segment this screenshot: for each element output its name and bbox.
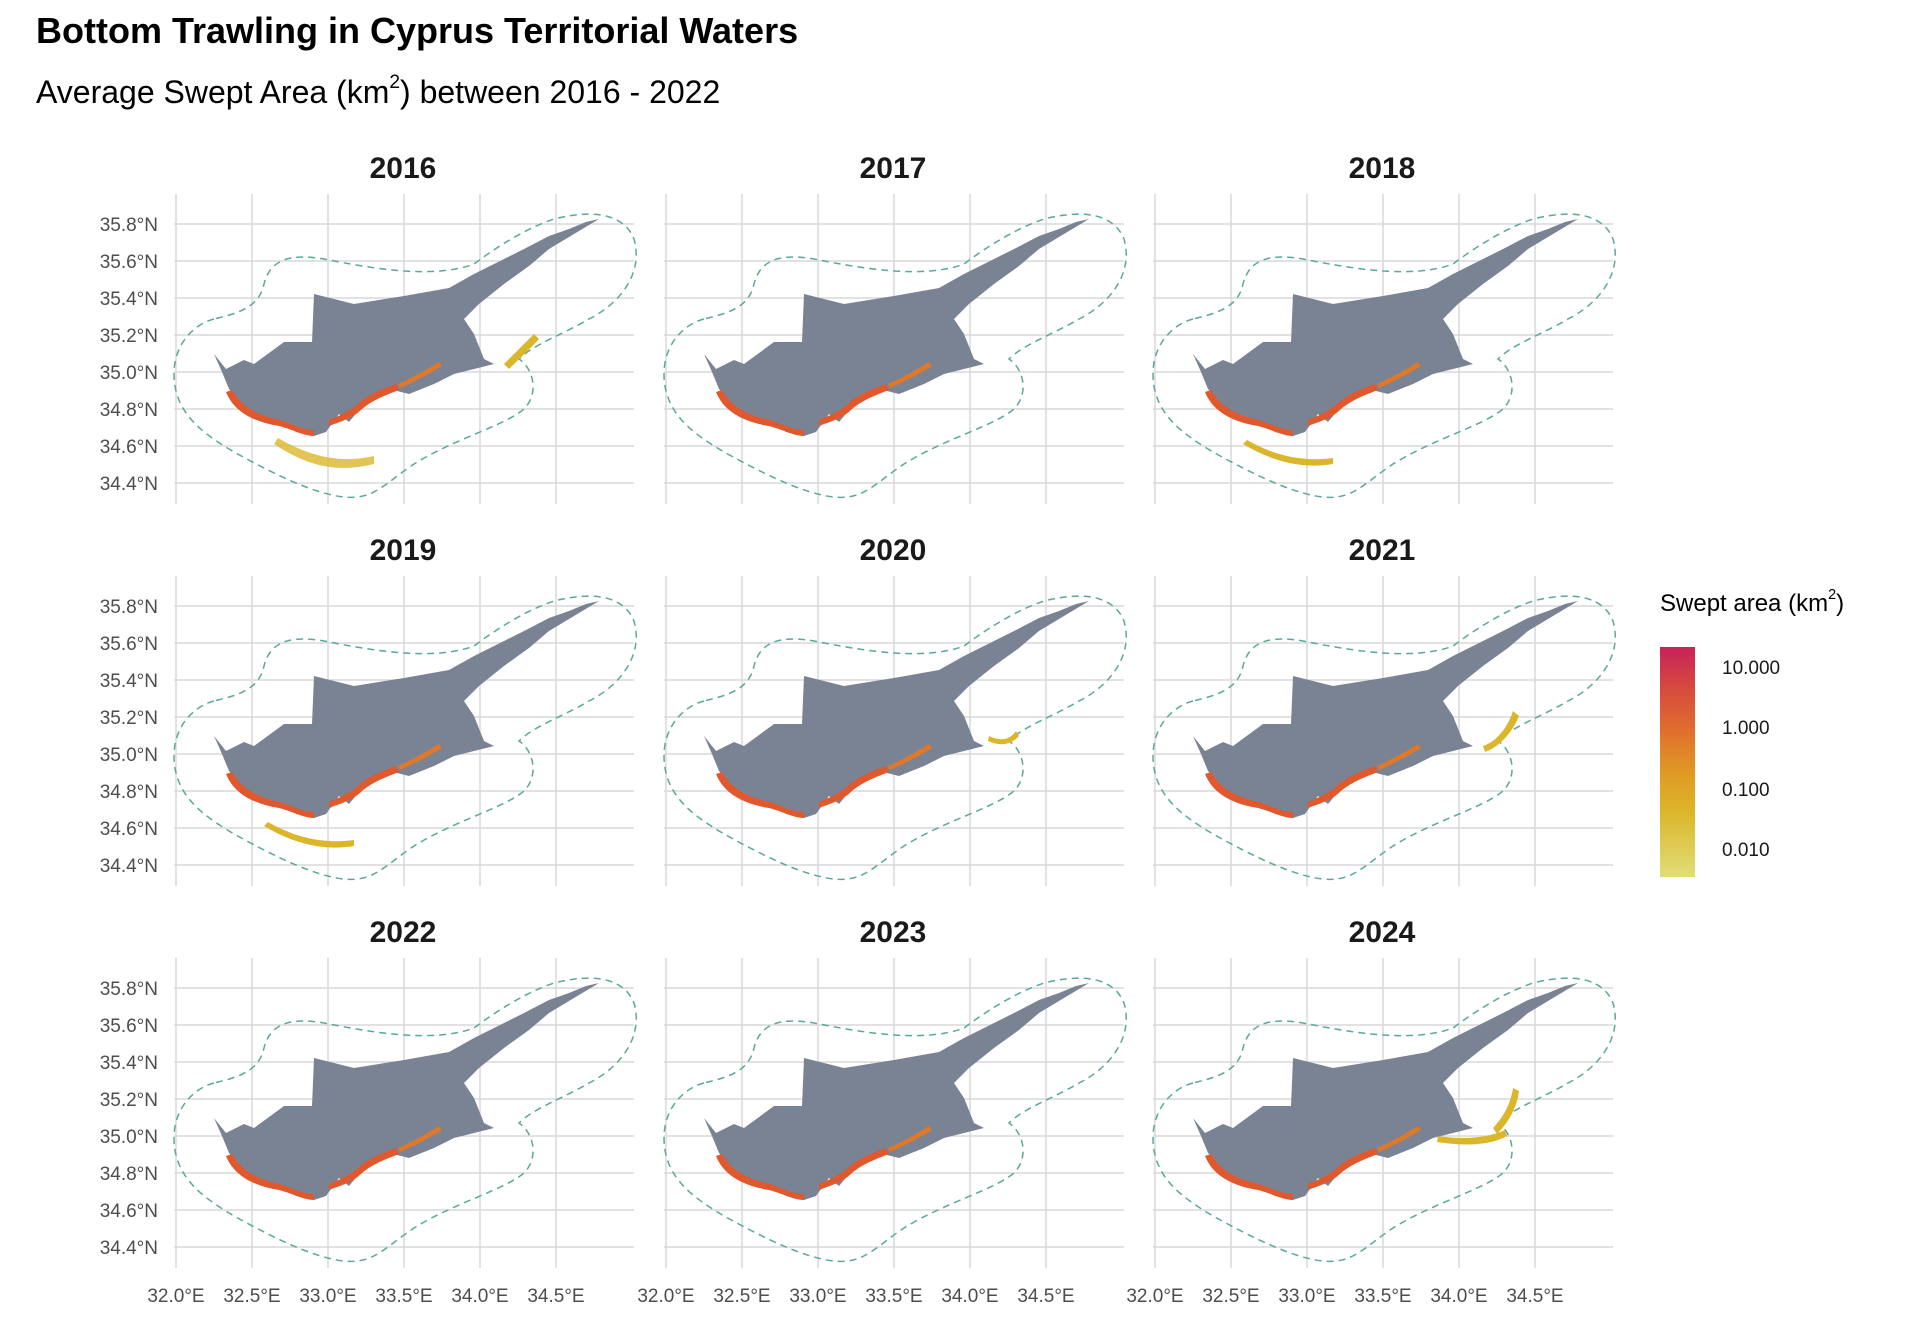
panel-title-2017: 2017 xyxy=(860,152,927,185)
svg-text:34.8°N: 34.8°N xyxy=(100,782,158,803)
svg-text:33.5°E: 33.5°E xyxy=(865,1286,922,1307)
svg-text:35.2°N: 35.2°N xyxy=(100,708,158,729)
svg-text:33.0°E: 33.0°E xyxy=(789,1286,846,1307)
svg-text:34.4°N: 34.4°N xyxy=(100,856,158,877)
svg-text:34.5°E: 34.5°E xyxy=(1506,1286,1563,1307)
svg-text:34.6°N: 34.6°N xyxy=(100,1201,158,1222)
legend-label-1: 1.000 xyxy=(1722,718,1770,739)
legend-label-0-01: 0.010 xyxy=(1722,840,1770,861)
panel-title-2018: 2018 xyxy=(1349,152,1416,185)
svg-text:34.4°N: 34.4°N xyxy=(100,1238,158,1259)
facet-2024 xyxy=(1152,957,1616,1269)
legend-colorbar xyxy=(1660,647,1695,877)
svg-text:34.5°E: 34.5°E xyxy=(1017,1286,1074,1307)
x-axis-col-1: 32.0°E 32.5°E 33.0°E 33.5°E 34.0°E 34.5°… xyxy=(147,1286,584,1307)
facet-2016 xyxy=(173,193,637,505)
svg-text:32.0°E: 32.0°E xyxy=(1126,1286,1183,1307)
svg-text:32.5°E: 32.5°E xyxy=(223,1286,280,1307)
svg-text:35.8°N: 35.8°N xyxy=(100,597,158,618)
legend-title: Swept area (km2) xyxy=(1660,587,1845,617)
panel-title-2020: 2020 xyxy=(860,534,927,567)
svg-text:34.5°E: 34.5°E xyxy=(527,1286,584,1307)
svg-text:34.8°N: 34.8°N xyxy=(100,400,158,421)
panel-title-2016: 2016 xyxy=(370,152,437,185)
svg-text:32.5°E: 32.5°E xyxy=(1202,1286,1259,1307)
svg-text:35.6°N: 35.6°N xyxy=(100,634,158,655)
svg-text:35.0°N: 35.0°N xyxy=(100,1127,158,1148)
svg-text:35.8°N: 35.8°N xyxy=(100,979,158,1000)
svg-text:32.0°E: 32.0°E xyxy=(637,1286,694,1307)
facet-2021 xyxy=(1152,575,1616,887)
svg-text:35.4°N: 35.4°N xyxy=(100,671,158,692)
x-axis-col-3: 32.0°E 32.5°E 33.0°E 33.5°E 34.0°E 34.5°… xyxy=(1126,1286,1563,1307)
svg-text:34.6°N: 34.6°N xyxy=(100,819,158,840)
panel-title-2019: 2019 xyxy=(370,534,437,567)
svg-text:35.8°N: 35.8°N xyxy=(100,215,158,236)
svg-text:35.4°N: 35.4°N xyxy=(100,1053,158,1074)
svg-text:35.4°N: 35.4°N xyxy=(100,289,158,310)
panel-title-2024: 2024 xyxy=(1349,916,1416,949)
facet-2017 xyxy=(663,193,1127,505)
svg-text:33.0°E: 33.0°E xyxy=(299,1286,356,1307)
svg-text:34.0°E: 34.0°E xyxy=(451,1286,508,1307)
svg-text:34.4°N: 34.4°N xyxy=(100,474,158,495)
panel-title-2021: 2021 xyxy=(1349,534,1416,567)
svg-text:35.0°N: 35.0°N xyxy=(100,363,158,384)
svg-text:34.0°E: 34.0°E xyxy=(1430,1286,1487,1307)
facet-2023 xyxy=(663,957,1127,1269)
panel-title-2023: 2023 xyxy=(860,916,927,949)
svg-text:34.0°E: 34.0°E xyxy=(941,1286,998,1307)
y-axis-row-3: 35.8°N 35.6°N 35.4°N 35.2°N 35.0°N 34.8°… xyxy=(100,979,158,1259)
facet-2020 xyxy=(663,575,1127,887)
panel-title-2022: 2022 xyxy=(370,916,437,949)
svg-text:34.6°N: 34.6°N xyxy=(100,437,158,458)
y-axis-row-1: 35.8°N 35.6°N 35.4°N 35.2°N 35.0°N 34.8°… xyxy=(100,215,158,495)
svg-text:35.2°N: 35.2°N xyxy=(100,1090,158,1111)
svg-text:35.6°N: 35.6°N xyxy=(100,252,158,273)
svg-text:35.0°N: 35.0°N xyxy=(100,745,158,766)
chart-title: Bottom Trawling in Cyprus Territorial Wa… xyxy=(36,10,799,51)
svg-text:32.5°E: 32.5°E xyxy=(713,1286,770,1307)
facet-2022 xyxy=(173,957,637,1269)
svg-text:35.2°N: 35.2°N xyxy=(100,326,158,347)
facet-2019 xyxy=(173,575,637,887)
svg-text:33.0°E: 33.0°E xyxy=(1278,1286,1335,1307)
y-axis-row-2: 35.8°N 35.6°N 35.4°N 35.2°N 35.0°N 34.8°… xyxy=(100,597,158,877)
svg-text:35.6°N: 35.6°N xyxy=(100,1016,158,1037)
svg-text:34.8°N: 34.8°N xyxy=(100,1164,158,1185)
x-axis-col-2: 32.0°E 32.5°E 33.0°E 33.5°E 34.0°E 34.5°… xyxy=(637,1286,1074,1307)
svg-text:33.5°E: 33.5°E xyxy=(375,1286,432,1307)
legend-label-10: 10.000 xyxy=(1722,658,1781,679)
facet-2018 xyxy=(1152,193,1616,505)
svg-text:33.5°E: 33.5°E xyxy=(1354,1286,1411,1307)
chart-subtitle: Average Swept Area (km2) between 2016 - … xyxy=(36,71,721,110)
svg-text:32.0°E: 32.0°E xyxy=(147,1286,204,1307)
legend-label-0-1: 0.100 xyxy=(1722,780,1770,801)
